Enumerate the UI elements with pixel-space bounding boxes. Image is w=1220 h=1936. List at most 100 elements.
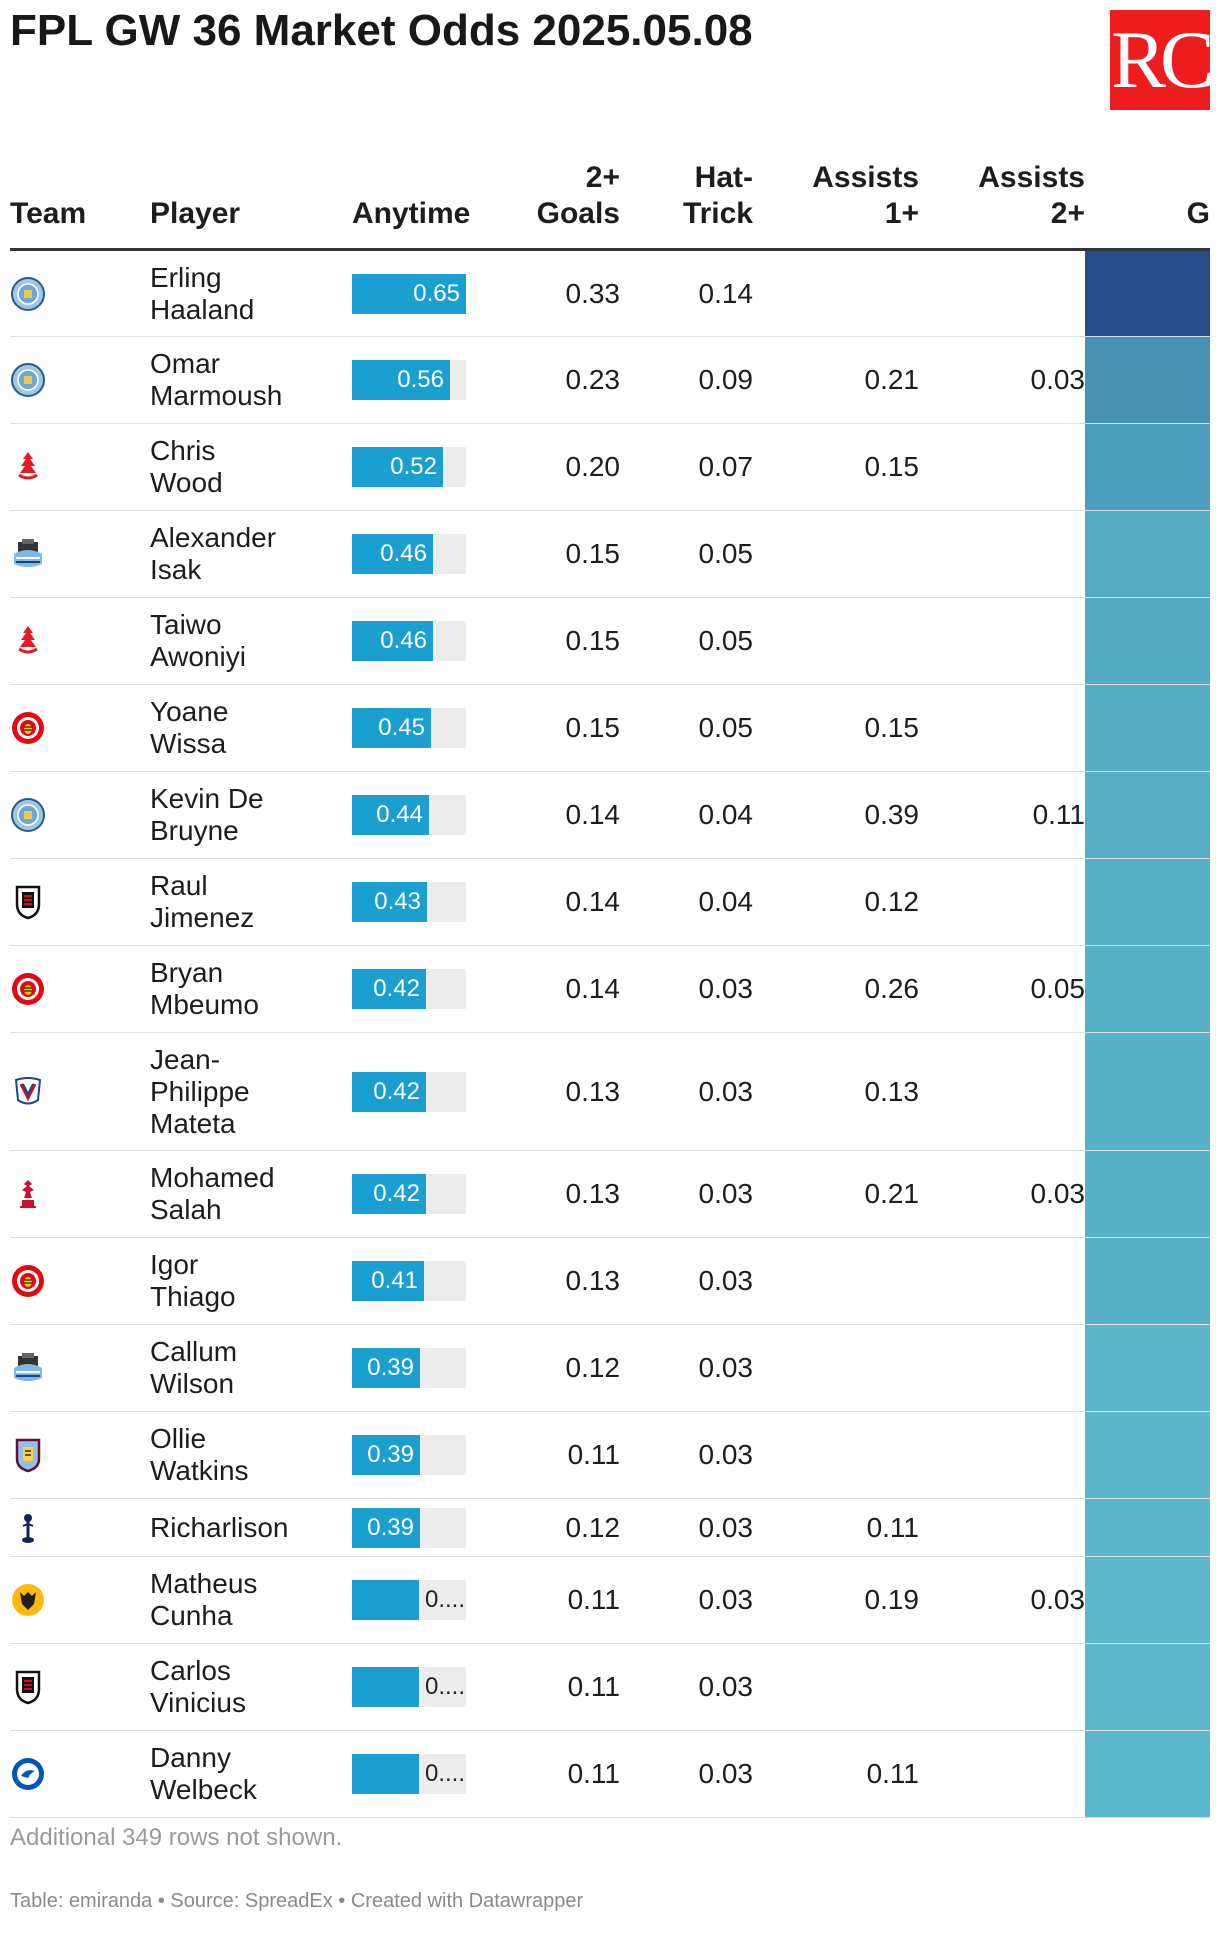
anytime-cell: 0.46 (352, 597, 502, 685)
goals-value: 0.65 (1085, 510, 1210, 598)
goals-value: 0.53 (1085, 1411, 1210, 1499)
assists1-value: 0.21 (753, 336, 919, 424)
table-row: Carlos Vinicius 0.... 0.110.03 0.51 (10, 1643, 1210, 1731)
anytime-bar (352, 1580, 419, 1620)
assists1-value (753, 597, 919, 685)
man-city-crest-icon (10, 362, 46, 398)
aston-villa-crest-icon (10, 1437, 46, 1473)
anytime-bar-track: 0.41 (352, 1261, 466, 1301)
assists1-value: 0.13 (753, 1032, 919, 1151)
anytime-value: 0.65 (413, 279, 460, 307)
header-anytime[interactable]: Anytime (352, 197, 471, 230)
team-cell (10, 1643, 150, 1731)
anytime-cell: 0.65 (352, 249, 502, 337)
table-row: Danny Welbeck 0.... 0.110.030.11 0.50 (10, 1730, 1210, 1818)
anytime-value: 0.... (425, 1760, 466, 1787)
goals2-value: 0.20 (502, 423, 620, 511)
table-row: Richarlison 0.39 0.120.030.11 0.54 (10, 1498, 1210, 1557)
goals2-value: 0.12 (502, 1324, 620, 1412)
newcastle-crest-icon (10, 1350, 46, 1386)
assists2-value: 0.03 (919, 1556, 1085, 1644)
header-assists2[interactable]: Assists 2+ (978, 161, 1085, 230)
header-player[interactable]: Player (150, 197, 241, 230)
team-cell (10, 1411, 150, 1499)
anytime-bar-track: 0.... (352, 1667, 466, 1707)
goals2-value: 0.11 (502, 1411, 620, 1499)
anytime-value: 0.46 (380, 627, 427, 654)
anytime-bar-track: 0.39 (352, 1435, 466, 1475)
table-row: Bryan Mbeumo 0.42 0.140.030.260.050.59 (10, 945, 1210, 1033)
brentford-crest-icon (10, 710, 46, 746)
brighton-crest-icon (10, 1756, 46, 1792)
player-name: Erling Haaland (150, 249, 352, 337)
assists2-value (919, 597, 1085, 685)
header-assists1[interactable]: Assists 1+ (812, 161, 919, 230)
liverpool-crest-icon (10, 1176, 46, 1212)
goals-value: 0.51 (1085, 1556, 1210, 1644)
assists1-value (753, 249, 919, 337)
assists1-value: 0.26 (753, 945, 919, 1033)
anytime-bar (352, 1071, 426, 1112)
assists2-value (919, 249, 1085, 337)
header-goals[interactable]: Goals (1186, 197, 1210, 230)
anytime-cell: 0.43 (352, 858, 502, 946)
goals2-value: 0.11 (502, 1730, 620, 1818)
anytime-bar-track: 0.... (352, 1754, 466, 1794)
player-name: Richarlison (150, 1498, 352, 1557)
anytime-value: 0.39 (367, 1513, 414, 1541)
assists2-value (919, 1032, 1085, 1151)
assists1-value: 0.39 (753, 771, 919, 859)
anytime-bar (352, 969, 426, 1009)
assists1-value (753, 1324, 919, 1412)
header-team[interactable]: Team (10, 197, 87, 230)
anytime-bar (352, 534, 433, 574)
goals2-value: 0.13 (502, 1237, 620, 1325)
header-goals2[interactable]: 2+ Goals (536, 161, 620, 230)
anytime-bar-track: 0.44 (352, 795, 466, 835)
anytime-value: 0.45 (378, 714, 425, 741)
source-credit: Table: emiranda • Source: SpreadEx • Cre… (10, 1890, 584, 1912)
anytime-bar (352, 1507, 420, 1548)
fulham-crest-icon (10, 1669, 46, 1705)
anytime-bar (352, 1754, 419, 1794)
goals2-value: 0.14 (502, 858, 620, 946)
anytime-cell: 0.42 (352, 1150, 502, 1238)
goals-value: 0.79 (1085, 423, 1210, 511)
team-cell (10, 1556, 150, 1644)
assists2-value: 0.03 (919, 336, 1085, 424)
assists2-value (919, 1730, 1085, 1818)
goals-value: 0.62 (1085, 771, 1210, 859)
player-name: Yoane Wissa (150, 684, 352, 772)
hattrick-value: 0.07 (620, 423, 753, 511)
team-cell (10, 249, 150, 337)
anytime-cell: 0.44 (352, 771, 502, 859)
team-cell (10, 684, 150, 772)
anytime-bar-track: 0.52 (352, 447, 466, 487)
anytime-bar-track: 0.65 (352, 273, 466, 314)
goals-value: 0.60 (1085, 858, 1210, 946)
hattrick-value: 0.03 (620, 1556, 753, 1644)
assists1-value (753, 1411, 919, 1499)
anytime-cell: 0.... (352, 1556, 502, 1644)
team-cell (10, 945, 150, 1033)
anytime-bar (352, 882, 427, 922)
header-hattrick[interactable]: Hat- Trick (682, 161, 753, 230)
anytime-cell: 0.... (352, 1730, 502, 1818)
anytime-bar-track: 0.46 (352, 621, 466, 661)
table-row: Raul Jimenez 0.43 0.140.040.12 0.60 (10, 858, 1210, 946)
anytime-cell: 0.39 (352, 1324, 502, 1412)
hattrick-value: 0.04 (620, 858, 753, 946)
anytime-bar-track: 0.46 (352, 534, 466, 574)
hattrick-value: 0.05 (620, 684, 753, 772)
player-name: Callum Wilson (150, 1324, 352, 1412)
anytime-value: 0.52 (390, 453, 437, 480)
newcastle-crest-icon (10, 536, 46, 572)
assists2-value (919, 1324, 1085, 1412)
team-cell (10, 1032, 150, 1151)
anytime-bar (352, 1174, 426, 1214)
anytime-cell: 0.39 (352, 1498, 502, 1557)
player-name: Omar Marmoush (150, 336, 352, 424)
anytime-value: 0.43 (374, 888, 421, 915)
